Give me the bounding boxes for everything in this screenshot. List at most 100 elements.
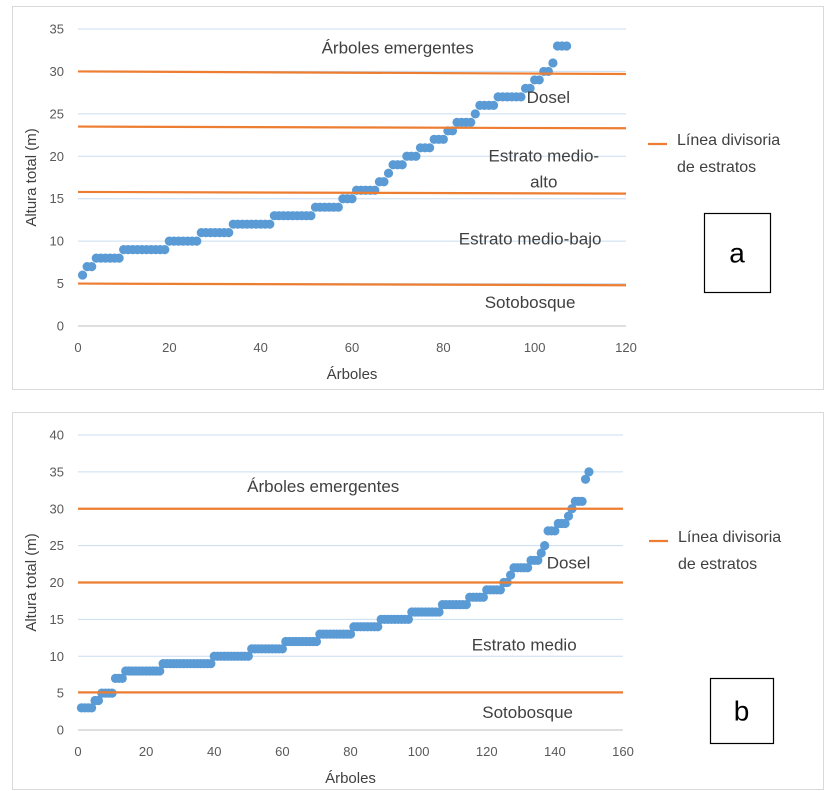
stratum-divider-line <box>77 190 627 195</box>
y-tick-label: 10 <box>50 234 64 249</box>
data-point <box>540 541 550 551</box>
x-tick-label: 160 <box>612 744 634 759</box>
y-tick-label: 20 <box>50 149 64 164</box>
y-tick-label: 35 <box>50 22 64 37</box>
y-tick-label: 35 <box>50 464 64 479</box>
x-tick-label: 40 <box>207 744 221 759</box>
data-point <box>533 555 543 565</box>
data-point <box>373 622 383 632</box>
legend-label-line: de estratos <box>677 159 756 176</box>
data-point <box>550 526 560 536</box>
data-point <box>277 644 287 654</box>
y-tick-label: 15 <box>50 191 64 206</box>
y-tick-label: 25 <box>50 106 64 121</box>
chart-frame <box>12 412 824 790</box>
stratum-label-line: Dosel <box>527 88 570 107</box>
stratum-label: Dosel <box>527 88 570 107</box>
stratum-label-line: Árboles emergentes <box>247 477 399 496</box>
x-tick-label: 60 <box>345 340 359 355</box>
data-point <box>563 511 574 521</box>
x-tick-label: 0 <box>74 340 81 355</box>
y-tick-label: 20 <box>50 575 64 590</box>
stratum-label: Dosel <box>547 553 590 572</box>
stratum-label-line: Dosel <box>547 553 590 572</box>
scatter-chart-a: 0 5 10 15 20 25 30 35 0 20 40 60 80 100 120 Árboles Altu… <box>12 6 824 390</box>
data-point <box>243 651 253 661</box>
data-point <box>306 211 316 221</box>
data-point <box>577 496 587 506</box>
y-tick-label: 5 <box>57 276 64 291</box>
x-axis-title: Árboles <box>325 770 376 787</box>
stratum-label: Estrato medio <box>472 635 577 654</box>
chart-frame <box>12 6 824 390</box>
data-point <box>584 467 594 477</box>
data-point <box>466 117 476 127</box>
legend-label-line: Línea divisoria <box>678 529 781 546</box>
data-point <box>155 666 165 676</box>
data-point <box>397 160 407 170</box>
x-tick-label: 120 <box>615 340 637 355</box>
data-point <box>438 134 448 144</box>
stratum-label-line: Estrato medio <box>472 635 577 654</box>
data-point <box>87 703 97 713</box>
stratum-label: Árboles emergentes <box>247 477 399 496</box>
data-point <box>77 270 88 280</box>
data-point <box>425 143 435 153</box>
x-tick-label: 140 <box>544 744 566 759</box>
data-point <box>117 673 127 683</box>
y-axis-title: Altura total (m) <box>23 533 40 631</box>
data-point <box>470 109 480 119</box>
data-point <box>534 75 544 85</box>
x-tick-label: 20 <box>139 744 153 759</box>
stratum-label-line: alto <box>530 172 557 191</box>
x-tick-label: 80 <box>343 744 357 759</box>
data-point <box>160 245 170 255</box>
data-point <box>488 100 499 110</box>
legend-label-line: Línea divisoria <box>677 132 780 149</box>
panel-label: a <box>729 238 745 269</box>
data-point <box>560 518 570 529</box>
data-point <box>523 563 533 573</box>
y-tick-label: 15 <box>50 612 64 627</box>
data-point <box>495 585 505 595</box>
stratum-label: Estrato medio-bajo <box>459 230 602 249</box>
data-point <box>379 177 389 187</box>
data-point <box>333 202 343 212</box>
x-tick-label: 100 <box>524 340 546 355</box>
data-point <box>505 570 516 580</box>
stratum-label: Estrato medio-alto <box>489 146 600 191</box>
stratum-label: Sotobosque <box>482 703 573 722</box>
data-point <box>87 262 97 272</box>
data-point <box>114 253 124 263</box>
stratum-divider-line <box>77 70 627 76</box>
x-tick-label: 60 <box>275 744 289 759</box>
data-point <box>403 614 414 624</box>
data-point <box>525 83 535 93</box>
data-point <box>548 58 558 68</box>
y-axis-title: Altura total (m) <box>23 128 40 226</box>
x-tick-label: 120 <box>476 744 498 759</box>
data-point <box>347 194 357 204</box>
data-point <box>383 168 394 178</box>
y-tick-label: 0 <box>57 723 64 738</box>
stratum-label-line: Sotobosque <box>482 703 573 722</box>
stratum-divider-line <box>77 282 627 287</box>
data-point <box>580 474 591 484</box>
data-point <box>516 92 526 102</box>
stratum-label-line: Sotobosque <box>485 293 576 312</box>
data-point <box>224 228 234 238</box>
x-tick-label: 80 <box>436 340 450 355</box>
scatter-chart-b: 0 5 10 15 20 25 30 35 40 0 20 40 60 80 100 120 140 160 Árb… <box>12 412 824 790</box>
data-series <box>76 467 594 713</box>
stratum-label: Sotobosque <box>485 293 576 312</box>
data-point <box>311 636 322 647</box>
x-tick-label: 100 <box>408 744 430 759</box>
y-tick-label: 5 <box>57 686 64 701</box>
x-tick-label: 40 <box>253 340 267 355</box>
data-point <box>265 219 275 229</box>
y-tick-label: 30 <box>50 501 64 516</box>
panel-label-box <box>703 212 772 294</box>
x-tick-label: 20 <box>162 340 176 355</box>
y-tick-label: 30 <box>50 64 64 79</box>
data-point <box>461 600 471 610</box>
